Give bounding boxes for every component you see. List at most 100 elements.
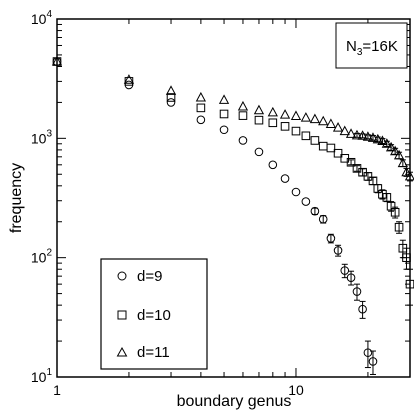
data-point-circle (301, 197, 311, 206)
data-point-circle (268, 160, 278, 170)
series-d9 (52, 57, 378, 375)
data-point-triangle (195, 91, 207, 102)
data-point-square (196, 103, 206, 113)
data-point-circle (346, 273, 356, 282)
data-point-circle (333, 246, 343, 255)
annotation-subscript: 3 (357, 47, 363, 58)
legend-entry-d9: d=9 (117, 268, 162, 285)
data-point-circle (318, 214, 328, 224)
data-point-square (318, 141, 328, 151)
plot-frame (56, 18, 411, 378)
data-point-square (394, 222, 404, 232)
legend-label-d9: d=9 (137, 268, 162, 285)
data-point-triangle (218, 94, 230, 104)
data-point-triangle (381, 138, 392, 148)
data-point-square (346, 157, 356, 167)
data-point-square (254, 115, 264, 125)
data-point-triangle (404, 170, 414, 181)
data-point-circle (238, 136, 248, 145)
data-point-circle (254, 147, 264, 157)
data-point-triangle (165, 85, 177, 95)
data-point-square (280, 122, 290, 131)
data-point-triangle (253, 104, 265, 115)
legend: d=9 d=10 d=11 (100, 258, 208, 370)
axis-ticks: 1 10 101 102 103 104 (31, 9, 411, 398)
data-point-square (390, 207, 400, 217)
data-point-square (378, 189, 387, 199)
data-point-triangle (51, 55, 63, 66)
data-point-triangle (267, 106, 278, 117)
svg-text:N3=16K: N3=16K (346, 38, 398, 58)
data-point-square (166, 93, 176, 102)
data-point-triangle (237, 100, 249, 111)
data-point-triangle (385, 141, 397, 152)
data-point-triangle (345, 128, 357, 138)
data-point-square (310, 136, 320, 145)
series-d11 (51, 55, 414, 182)
data-marks (51, 55, 414, 375)
legend-marker-triangle (116, 346, 128, 357)
x-tick-label: 1 (53, 382, 61, 398)
data-point-circle (166, 98, 176, 107)
data-point-square (333, 148, 343, 158)
data-point-circle (219, 125, 229, 135)
series-d10 (52, 57, 414, 306)
annotation-suffix: =16K (362, 38, 397, 55)
data-point-triangle (290, 110, 302, 120)
data-point-square (382, 193, 392, 202)
data-point-square (219, 109, 229, 119)
data-point-triangle (300, 112, 312, 122)
legend-frame (100, 258, 208, 370)
data-point-triangle (377, 135, 388, 145)
annotation-frame (335, 22, 408, 69)
data-point-triangle (362, 131, 374, 141)
data-point-triangle (123, 74, 135, 84)
data-point-circle (358, 304, 367, 314)
data-point-circle (291, 187, 301, 197)
data-point-triangle (339, 125, 350, 136)
data-point-triangle (332, 122, 344, 132)
data-point-square (326, 143, 336, 153)
data-point-triangle (390, 145, 401, 156)
legend-label-d11: d=11 (137, 344, 170, 361)
annotation-prefix: N (346, 38, 357, 55)
data-point-square (402, 253, 411, 262)
y-tick-label: 102 (31, 248, 53, 266)
data-point-square (268, 118, 278, 128)
data-point-triangle (309, 113, 321, 124)
y-tick-label: 101 (31, 367, 53, 385)
legend-entry-d10: d=10 (117, 307, 171, 324)
data-point-circle (363, 348, 373, 357)
data-point-circle (196, 115, 206, 125)
annotation-box: N3=16K (335, 22, 408, 69)
data-point-triangle (397, 157, 408, 168)
data-point-triangle (357, 130, 368, 140)
legend-marker-circle (117, 271, 127, 281)
legend-label-d10: d=10 (137, 307, 171, 324)
data-point-square (301, 131, 311, 141)
y-tick-label: 104 (31, 9, 53, 27)
data-point-square (238, 111, 248, 120)
y-axis-label: frequency (8, 163, 25, 233)
data-point-square (363, 172, 373, 181)
legend-entry-d11: d=11 (116, 344, 170, 361)
x-axis-label: boundary genus (177, 393, 292, 410)
data-point-circle (368, 357, 378, 366)
data-point-triangle (351, 129, 363, 140)
legend-marker-square (117, 310, 127, 320)
data-point-circle (352, 287, 362, 296)
data-point-square (368, 176, 378, 186)
data-point-circle (280, 174, 290, 183)
data-point-square (291, 126, 301, 136)
data-point-square (373, 184, 383, 193)
data-point-circle (326, 234, 336, 243)
data-point-circle (310, 206, 320, 216)
x-tick-label: 10 (288, 382, 304, 398)
data-point-triangle (318, 115, 329, 126)
data-point-triangle (279, 109, 291, 119)
data-point-triangle (325, 118, 337, 128)
y-tick-label: 103 (31, 128, 53, 146)
data-point-circle (340, 266, 350, 275)
data-point-triangle (393, 149, 405, 160)
